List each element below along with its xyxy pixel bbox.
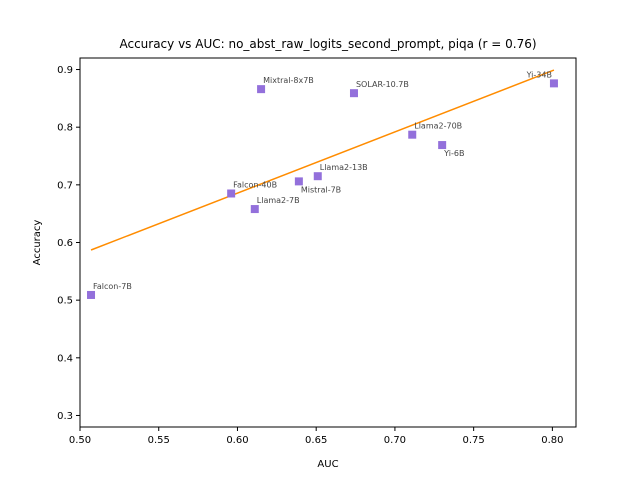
x-tick-label: 0.50 [69, 435, 91, 446]
point-label: Llama2-70B [414, 122, 462, 131]
point-label: Falcon-7B [93, 282, 132, 291]
chart-title: Accuracy vs AUC: no_abst_raw_logits_seco… [119, 37, 536, 51]
y-axis-title: Accuracy [32, 220, 43, 266]
data-point [87, 290, 96, 299]
fit-line [90, 69, 555, 251]
data-point [313, 172, 322, 181]
data-point [549, 79, 558, 88]
x-axis: 0.50 0.55 0.60 0.65 0.70 0.75 0.80 [69, 427, 564, 446]
data-point [250, 205, 259, 214]
data-point [294, 177, 303, 186]
point-label: Yi-34B [526, 70, 552, 79]
point-label: Llama2-7B [257, 196, 300, 205]
y-tick-label: 0.6 [57, 238, 73, 249]
point-label: Llama2-13B [320, 163, 368, 172]
y-tick-label: 0.9 [57, 65, 73, 76]
y-axis: 0.3 0.4 0.5 0.6 0.7 0.8 0.9 [57, 65, 80, 422]
x-tick-label: 0.60 [226, 435, 248, 446]
point-label: Falcon-40B [233, 180, 277, 189]
y-tick-label: 0.7 [57, 180, 73, 191]
point-label: SOLAR-10.7B [356, 80, 409, 89]
y-tick-label: 0.3 [57, 411, 73, 422]
point-label: Yi-6B [443, 149, 464, 158]
plot-area: Falcon-7B Falcon-40B Llama2-7B Mixtral-8x7B… [87, 69, 558, 299]
point-label: Mistral-7B [301, 185, 341, 194]
x-axis-title: AUC [317, 459, 338, 470]
data-point [438, 141, 447, 150]
y-tick-label: 0.8 [57, 123, 73, 134]
data-point [349, 89, 358, 98]
x-tick-label: 0.55 [148, 435, 170, 446]
data-point [257, 85, 266, 94]
data-point [227, 189, 236, 198]
x-tick-label: 0.65 [305, 435, 327, 446]
x-tick-label: 0.70 [384, 435, 406, 446]
x-tick-label: 0.75 [463, 435, 485, 446]
y-tick-label: 0.4 [57, 353, 73, 364]
x-tick-label: 0.80 [541, 435, 563, 446]
data-point [408, 130, 417, 139]
point-label: Mixtral-8x7B [263, 76, 314, 85]
y-tick-label: 0.5 [57, 296, 73, 307]
